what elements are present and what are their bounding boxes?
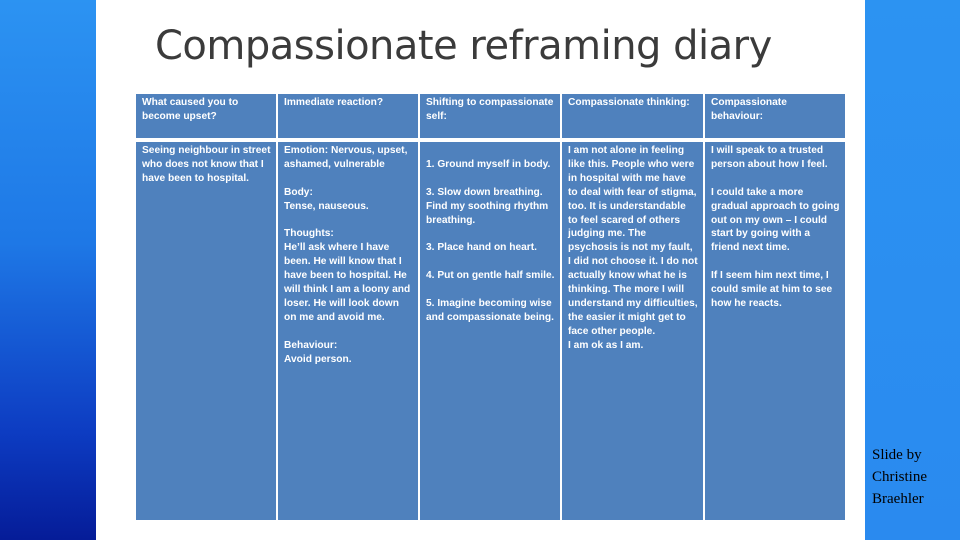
behaviour-item-1: I will speak to a trusted person about h… (711, 145, 828, 170)
column-divider (418, 94, 420, 520)
credit-line: Slide by (872, 447, 922, 463)
diary-table: What caused you to become upset? Immedia… (136, 94, 845, 520)
shifting-step-5: 5. Imagine becoming wise and compassiona… (426, 297, 554, 323)
shifting-step-1: 1. Ground myself in body. (426, 158, 551, 170)
shifting-step-4: 4. Put on gentle half smile. (426, 270, 555, 282)
cell-behaviour: I will speak to a trusted person about h… (705, 142, 845, 520)
header-reaction: Immediate reaction? (284, 97, 384, 108)
reaction-behaviour: Behaviour: Avoid person. (284, 339, 413, 367)
credit-line: Braehler (872, 491, 924, 507)
cell-thinking: I am not alone in feeling like this. Peo… (562, 142, 703, 520)
thinking-text: I am not alone in feeling like this. Peo… (568, 145, 698, 337)
cell-cause: Seeing neighbour in street who does not … (136, 142, 276, 520)
reaction-behaviour-label: Behaviour: (284, 339, 338, 351)
reaction-body-text: Tense, nauseous. (284, 200, 369, 212)
shifting-step-2: 3. Slow down breathing. Find my soothing… (426, 186, 549, 226)
column-divider (703, 94, 705, 520)
behaviour-item-2: I could take a more gradual approach to … (711, 186, 840, 254)
cell-shifting: 1. Ground myself in body. 3. Slow down b… (420, 142, 560, 520)
header-divider (136, 138, 845, 142)
column-divider (276, 94, 278, 520)
reaction-thoughts-text: He’ll ask where I have been. He will kno… (284, 242, 411, 323)
reaction-emotion: Emotion: Nervous, upset, ashamed, vulner… (284, 145, 408, 170)
column-divider (560, 94, 562, 520)
reaction-body-label: Body: (284, 186, 313, 198)
header-thinking: Compassionate thinking: (568, 97, 690, 108)
shifting-step-3: 3. Place hand on heart. (426, 242, 537, 254)
reaction-thoughts-label: Thoughts: (284, 228, 334, 240)
header-shifting: Shifting to compassionate self: (426, 97, 554, 122)
slide-credit: Slide by Christine Braehler (872, 444, 958, 510)
right-background-band (865, 0, 960, 540)
thinking-closing: I am ok as I am. (568, 339, 644, 351)
cell-reaction: Emotion: Nervous, upset, ashamed, vulner… (278, 142, 418, 520)
behaviour-item-3: If I seem him next time, I could smile a… (711, 270, 833, 309)
cause-text: Seeing neighbour in street who does not … (142, 145, 271, 184)
credit-line: Christine (872, 469, 927, 485)
reaction-behaviour-text: Avoid person. (284, 353, 352, 365)
reaction-body: Body: Tense, nauseous. (284, 186, 413, 214)
header-behaviour: Compassionate behaviour: (711, 97, 787, 122)
reaction-thoughts: Thoughts: He’ll ask where I have been. He… (284, 227, 413, 324)
header-cause: What caused you to become upset? (142, 97, 239, 122)
slide-title: Compassionate reframing diary (155, 23, 772, 69)
left-background-band (0, 0, 96, 540)
